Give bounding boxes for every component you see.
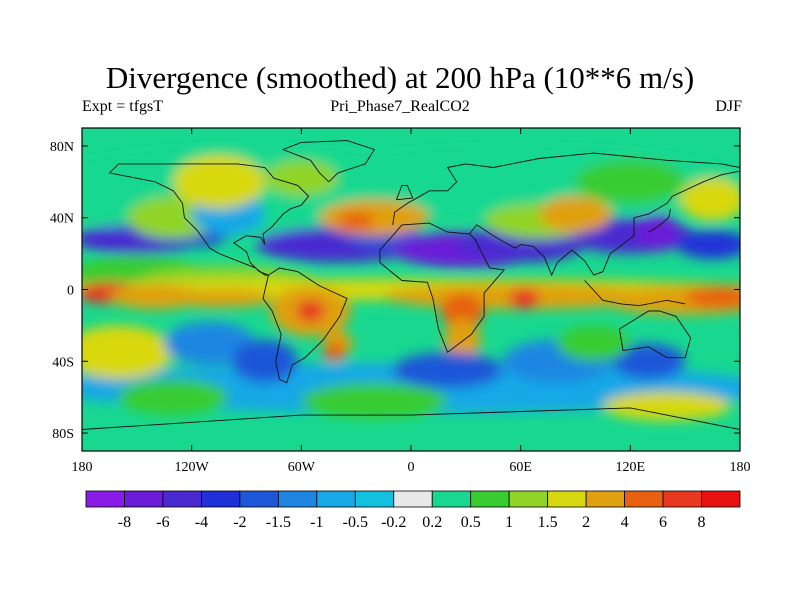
colorbar-swatch xyxy=(162,490,202,508)
field-blob-46 xyxy=(602,391,731,421)
colorbar-label: 2 xyxy=(582,514,590,531)
field-blob-34 xyxy=(173,154,265,209)
coastline-4 xyxy=(392,152,740,225)
colorbar-label: -1.5 xyxy=(266,514,291,531)
coastline-6 xyxy=(618,310,692,359)
coastline-5 xyxy=(469,170,740,277)
y-tick-label: 0 xyxy=(67,284,74,299)
coastline-10 xyxy=(395,184,414,201)
field-blob-38 xyxy=(82,325,174,380)
x-tick-label: 120E xyxy=(616,460,646,475)
colorbar-label: 0.5 xyxy=(461,514,481,531)
colorbar-swatch xyxy=(585,490,625,508)
y-tick-label: 80N xyxy=(50,140,74,155)
chart-title: Divergence (smoothed) at 200 hPa (10**6 … xyxy=(105,60,695,95)
field-blob-30 xyxy=(319,199,430,236)
y-tick-label: 40N xyxy=(50,212,74,227)
colorbar-label: -0.5 xyxy=(343,514,368,531)
colorbar-swatch xyxy=(316,490,356,508)
field-blob-11 xyxy=(685,285,740,308)
field-blob-8 xyxy=(164,289,274,308)
colorbar-swatch xyxy=(239,490,279,508)
colorbar-swatch xyxy=(470,490,510,508)
colorbar-label: -0.2 xyxy=(381,514,406,531)
field-blob-45 xyxy=(301,382,448,419)
field-blob-31 xyxy=(337,212,375,231)
coastline-3 xyxy=(379,222,506,354)
coastline-7 xyxy=(82,407,740,430)
x-tick-label: 120W xyxy=(175,460,210,475)
coastline-1 xyxy=(281,140,376,183)
field-blob-12 xyxy=(509,287,539,310)
field-blob-26 xyxy=(635,214,680,251)
colorbar-label: -6 xyxy=(156,514,169,531)
colorbar-label: 6 xyxy=(659,514,667,531)
colorbar-swatch xyxy=(354,490,395,508)
colorbar-label: -4 xyxy=(195,514,208,531)
coastline-9 xyxy=(648,208,671,233)
field-blob-10 xyxy=(602,285,740,315)
y-tick-label: 80S xyxy=(52,427,74,442)
colorbar-swatch xyxy=(201,490,241,508)
y-tick-label: 40S xyxy=(52,355,74,370)
field-blob-33 xyxy=(538,196,613,233)
x-tick-label: 0 xyxy=(408,460,415,475)
colorbar-swatch xyxy=(277,490,318,508)
coastline-0 xyxy=(109,163,310,276)
colorbar-swatch xyxy=(124,490,164,508)
colorbar-label: -8 xyxy=(118,514,131,531)
colorbar-label: 4 xyxy=(621,514,629,531)
colorbar-label: -2 xyxy=(233,514,246,531)
colorbar-label: -1 xyxy=(310,514,323,531)
x-tick-label: 60W xyxy=(288,460,316,475)
field-blob-37 xyxy=(679,178,740,222)
field-blob-17 xyxy=(323,343,346,362)
colorbar-swatch xyxy=(701,490,741,508)
colorbar-label: 1 xyxy=(505,514,513,531)
subtitle-left: Expt = tfgsT xyxy=(82,98,164,115)
colorbar-label: 8 xyxy=(698,514,706,531)
colorbar-swatch xyxy=(431,490,472,508)
subtitle-right: DJF xyxy=(715,98,742,115)
colorbar-swatch xyxy=(85,490,125,508)
colorbar-swatch xyxy=(547,490,587,508)
field-blob-43 xyxy=(612,343,686,380)
field-blob-13 xyxy=(440,293,485,329)
field-blob-27 xyxy=(676,230,740,259)
colorbar-label: 0.2 xyxy=(422,514,442,531)
field-blob-36 xyxy=(575,160,686,204)
field-blob-47 xyxy=(557,325,631,362)
field-blob-40 xyxy=(231,339,298,383)
field-blob-41 xyxy=(392,352,503,389)
x-tick-label: 180 xyxy=(72,460,93,475)
colorbar-label: 1.5 xyxy=(538,514,558,531)
field-blob-15 xyxy=(295,300,326,322)
coastline-8 xyxy=(584,280,686,307)
colorbar-swatch xyxy=(393,490,433,508)
colorbar-swatch xyxy=(662,490,702,508)
coastline-2 xyxy=(262,267,348,384)
colorbar-swatch xyxy=(624,490,664,508)
field-blob-18 xyxy=(443,318,481,362)
subtitle-center: Pri_Phase7_RealCO2 xyxy=(330,98,470,115)
field-blob-39 xyxy=(164,321,256,365)
x-tick-label: 60E xyxy=(509,460,532,475)
x-tick-label: 180 xyxy=(730,460,751,475)
field-blob-44 xyxy=(118,379,229,416)
field-blob-35 xyxy=(264,160,338,197)
colorbar-swatch xyxy=(508,490,549,508)
